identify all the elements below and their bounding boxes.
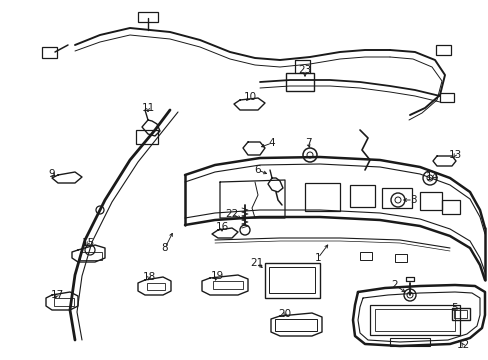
Bar — [264, 263, 319, 298]
Text: 11: 11 — [141, 103, 154, 113]
Bar — [451, 308, 469, 320]
Text: 16: 16 — [215, 222, 228, 232]
Bar — [349, 185, 374, 207]
Bar — [80, 252, 102, 260]
Text: 10: 10 — [243, 92, 256, 102]
Text: 22: 22 — [225, 209, 238, 219]
Text: 20: 20 — [278, 309, 291, 319]
Bar — [285, 73, 313, 91]
Bar — [54, 298, 74, 306]
Bar — [453, 310, 466, 318]
Text: 17: 17 — [50, 290, 63, 300]
Bar — [42, 47, 57, 58]
Bar — [147, 283, 164, 290]
Bar — [419, 192, 441, 210]
Text: 6: 6 — [254, 165, 261, 175]
Text: 4: 4 — [268, 138, 275, 148]
Bar — [274, 319, 316, 331]
Text: 3: 3 — [409, 195, 415, 205]
Bar — [441, 200, 459, 214]
Text: 23: 23 — [298, 65, 311, 75]
Text: 13: 13 — [447, 150, 461, 160]
Text: 14: 14 — [425, 172, 438, 182]
Bar — [136, 130, 158, 144]
Text: 15: 15 — [81, 238, 95, 248]
Bar — [381, 188, 411, 208]
Bar — [268, 267, 314, 293]
Text: 7: 7 — [304, 138, 311, 148]
Bar — [374, 309, 454, 331]
Text: 21: 21 — [250, 258, 263, 268]
Bar — [389, 338, 429, 346]
Bar — [359, 252, 371, 260]
Bar — [213, 281, 243, 289]
Bar — [394, 254, 406, 262]
Text: 18: 18 — [142, 272, 155, 282]
Text: 8: 8 — [162, 243, 168, 253]
Bar — [305, 183, 339, 211]
Bar — [138, 12, 158, 22]
Text: 12: 12 — [455, 340, 468, 350]
Bar — [439, 93, 453, 102]
Text: 5: 5 — [451, 303, 457, 313]
Text: 19: 19 — [210, 271, 223, 281]
Bar — [369, 305, 459, 335]
Bar — [435, 45, 450, 55]
Text: 2: 2 — [391, 280, 398, 290]
Text: 1: 1 — [314, 253, 321, 263]
Text: 9: 9 — [49, 169, 55, 179]
